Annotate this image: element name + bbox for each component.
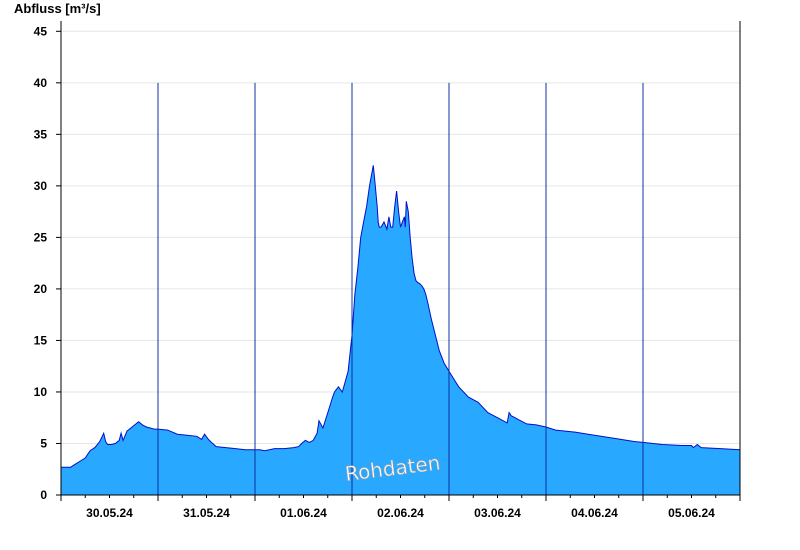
- y-tick-label: 0: [40, 488, 47, 502]
- y-tick-label: 30: [34, 179, 48, 193]
- y-tick-label: 45: [34, 24, 48, 38]
- y-tick-label: 15: [34, 333, 48, 347]
- y-tick-labels: 0 5 10 15 20 25 30 35 40 45: [34, 24, 48, 502]
- x-tick-label: 04.06.24: [571, 506, 618, 520]
- y-tick-label: 25: [34, 230, 48, 244]
- day-separators: [157, 82, 644, 495]
- x-tick-label: 05.06.24: [668, 506, 715, 520]
- y-tick-label: 40: [34, 76, 48, 90]
- y-tick-label: 35: [34, 127, 48, 141]
- discharge-series: [61, 165, 741, 496]
- y-axis-label: Abfluss [m³/s]: [14, 1, 101, 16]
- x-tick-label: 31.05.24: [183, 506, 230, 520]
- x-tick-label: 03.06.24: [474, 506, 521, 520]
- x-tick-label: 30.05.24: [86, 506, 133, 520]
- x-tick-label: 02.06.24: [377, 506, 424, 520]
- y-tick-label: 10: [34, 385, 48, 399]
- axes: [56, 21, 741, 501]
- discharge-line: [61, 165, 741, 468]
- y-tick-label: 5: [40, 436, 47, 450]
- x-tick-label: 01.06.24: [280, 506, 327, 520]
- discharge-area: [61, 165, 740, 496]
- x-tick-labels: 30.05.24 31.05.24 01.06.24 02.06.24 03.06.24…: [86, 506, 715, 520]
- y-tick-label: 20: [34, 282, 48, 296]
